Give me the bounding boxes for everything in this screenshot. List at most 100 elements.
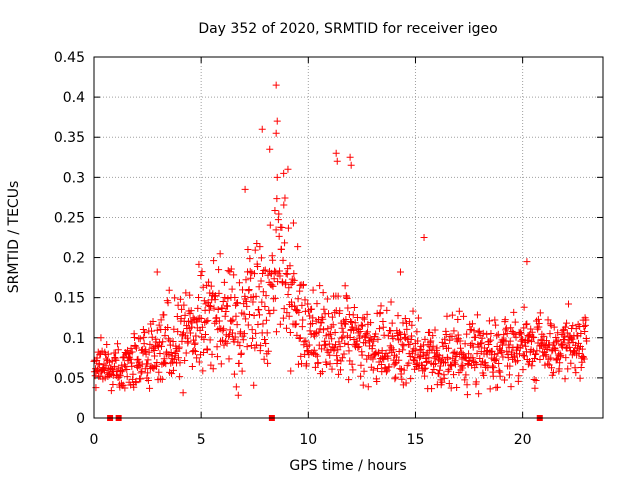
data-point (540, 332, 548, 340)
data-point (302, 337, 310, 345)
data-point (210, 304, 218, 312)
data-point (248, 326, 256, 334)
data-point (174, 354, 182, 362)
data-point (548, 364, 556, 372)
data-point (448, 332, 456, 340)
data-point (534, 315, 542, 323)
data-point (377, 360, 385, 368)
data-point (436, 362, 444, 370)
data-point (532, 350, 540, 358)
x-axis-label: GPS time / hours (289, 458, 406, 474)
data-point (319, 289, 327, 297)
data-point (304, 300, 312, 308)
data-point (205, 278, 213, 286)
y-tick-label: 0.05 (54, 371, 85, 387)
data-point (256, 243, 264, 251)
data-point (374, 364, 382, 372)
data-point (547, 322, 555, 330)
data-point (337, 366, 345, 374)
data-point (193, 318, 201, 326)
data-point (146, 340, 154, 348)
data-point (549, 369, 557, 377)
data-point (261, 335, 269, 343)
data-point (517, 330, 525, 338)
data-point (357, 361, 365, 369)
data-point (495, 367, 503, 375)
data-point (566, 343, 574, 351)
data-point (182, 289, 190, 297)
data-point (486, 385, 494, 393)
data-point (165, 286, 173, 294)
data-point (231, 294, 239, 302)
data-point (207, 282, 215, 290)
data-point (480, 371, 488, 379)
data-point (209, 365, 217, 373)
data-point (340, 350, 348, 358)
data-point (200, 335, 208, 343)
data-point (400, 342, 408, 350)
data-point (246, 267, 254, 275)
data-point (298, 301, 306, 309)
data-point (320, 326, 328, 334)
y-tick-label: 0.25 (54, 210, 85, 226)
data-point (194, 304, 202, 312)
data-point (283, 309, 291, 317)
data-point (140, 340, 148, 348)
data-point (306, 327, 314, 335)
data-point (188, 319, 196, 327)
data-point (530, 375, 538, 383)
data-point (471, 359, 479, 367)
data-point (329, 321, 337, 329)
data-point (261, 303, 269, 311)
data-point (399, 346, 407, 354)
data-point (266, 310, 274, 318)
data-point (358, 351, 366, 359)
data-point (472, 333, 480, 341)
data-point (143, 360, 151, 368)
data-point (264, 347, 272, 355)
data-point (195, 293, 203, 301)
data-point (230, 370, 238, 378)
data-point (262, 316, 270, 324)
data-point (570, 347, 578, 355)
data-point (262, 339, 270, 347)
data-point (215, 317, 223, 325)
data-point (581, 328, 589, 336)
data-point (179, 389, 187, 397)
data-point (391, 375, 399, 383)
data-point (428, 368, 436, 376)
data-point (260, 355, 268, 363)
data-point (282, 270, 290, 278)
data-point (333, 356, 341, 364)
data-point (349, 311, 357, 319)
data-point (218, 304, 226, 312)
data-point (406, 340, 414, 348)
data-point (213, 343, 221, 351)
data-point (192, 332, 200, 340)
data-point (186, 291, 194, 299)
data-point (222, 337, 230, 345)
data-point (225, 331, 233, 339)
data-point (369, 366, 377, 374)
data-point (257, 277, 265, 285)
data-point (463, 381, 471, 389)
data-point (387, 298, 395, 306)
data-point (429, 332, 437, 340)
x-tick-label: 20 (514, 432, 532, 448)
data-point (158, 342, 166, 350)
data-point (318, 368, 326, 376)
data-point (250, 270, 258, 278)
data-point (334, 292, 342, 300)
data-point (269, 256, 277, 264)
data-point (315, 328, 323, 336)
data-point (287, 367, 295, 375)
data-point (258, 125, 266, 133)
data-point (378, 347, 386, 355)
data-point (388, 319, 396, 327)
data-point (160, 311, 168, 319)
data-point (95, 361, 103, 369)
data-point (477, 361, 485, 369)
data-point (295, 308, 303, 316)
data-point (568, 335, 576, 343)
data-point (290, 270, 298, 278)
